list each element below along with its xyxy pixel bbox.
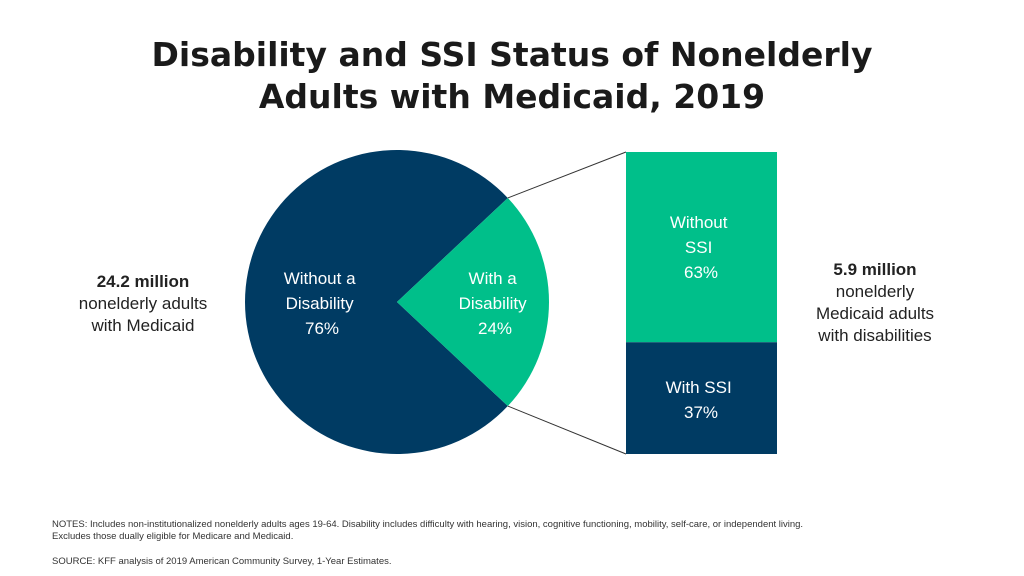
pie-slice-without-disability xyxy=(245,150,508,454)
disability-total-line-1: nonelderly xyxy=(835,282,915,301)
total-medicaid-label: 24.2 million nonelderly adults with Medi… xyxy=(58,271,228,337)
pie-label-with-disability-line-1: With a xyxy=(469,269,518,288)
pie-label-without-disability-line-2: Disability xyxy=(286,294,355,313)
bar-label-without-ssi-line-2: SSI xyxy=(685,238,712,257)
chart-title: Disability and SSI Status of Nonelderly … xyxy=(0,34,1024,118)
pie-slice-with-disability xyxy=(397,197,549,407)
bar-segment-without-ssi xyxy=(626,152,777,343)
notes-text: NOTES: Includes non-institutionalized no… xyxy=(52,519,804,542)
bar-label-without-ssi-line-1: Without xyxy=(670,213,728,232)
bar-label-with-ssi-line-1: With SSI xyxy=(666,378,732,397)
disability-total-line-2: Medicaid adults xyxy=(815,304,935,323)
pie-label-with-disability-line-2: Disability xyxy=(459,294,528,313)
disability-total-line-3: with disabilities xyxy=(818,326,932,345)
total-medicaid-line-1: nonelderly adults xyxy=(78,294,208,313)
pie-value-with-disability: 24% xyxy=(478,319,512,338)
disability-total-label: 5.9 million nonelderly Medicaid adults w… xyxy=(790,259,960,347)
connector-line-bottom xyxy=(507,405,627,455)
bar-label-without-ssi: Without SSI 63% xyxy=(670,213,732,282)
disability-total-value: 5.9 million xyxy=(833,260,917,279)
bar-value-with-ssi: 37% xyxy=(684,403,718,422)
pie-value-without-disability: 76% xyxy=(305,319,339,338)
chart-title-line-1: Disability and SSI Status of Nonelderly xyxy=(151,35,873,74)
bar-segment-with-ssi xyxy=(626,342,777,454)
connector-line-top xyxy=(507,151,627,199)
total-medicaid-value: 24.2 million xyxy=(96,272,190,291)
source-text: SOURCE: KFF analysis of 2019 American Co… xyxy=(52,556,392,567)
pie-label-with-disability: With a Disability 24% xyxy=(459,269,532,338)
pie-label-without-disability-line-1: Without a xyxy=(284,269,356,288)
pie-label-without-disability: Without a Disability 76% xyxy=(284,269,361,338)
bar-value-without-ssi: 63% xyxy=(684,263,718,282)
total-medicaid-line-2: with Medicaid xyxy=(91,316,195,335)
chart-title-line-2: Adults with Medicaid, 2019 xyxy=(258,77,766,116)
bar-label-with-ssi: With SSI 37% xyxy=(666,378,737,422)
